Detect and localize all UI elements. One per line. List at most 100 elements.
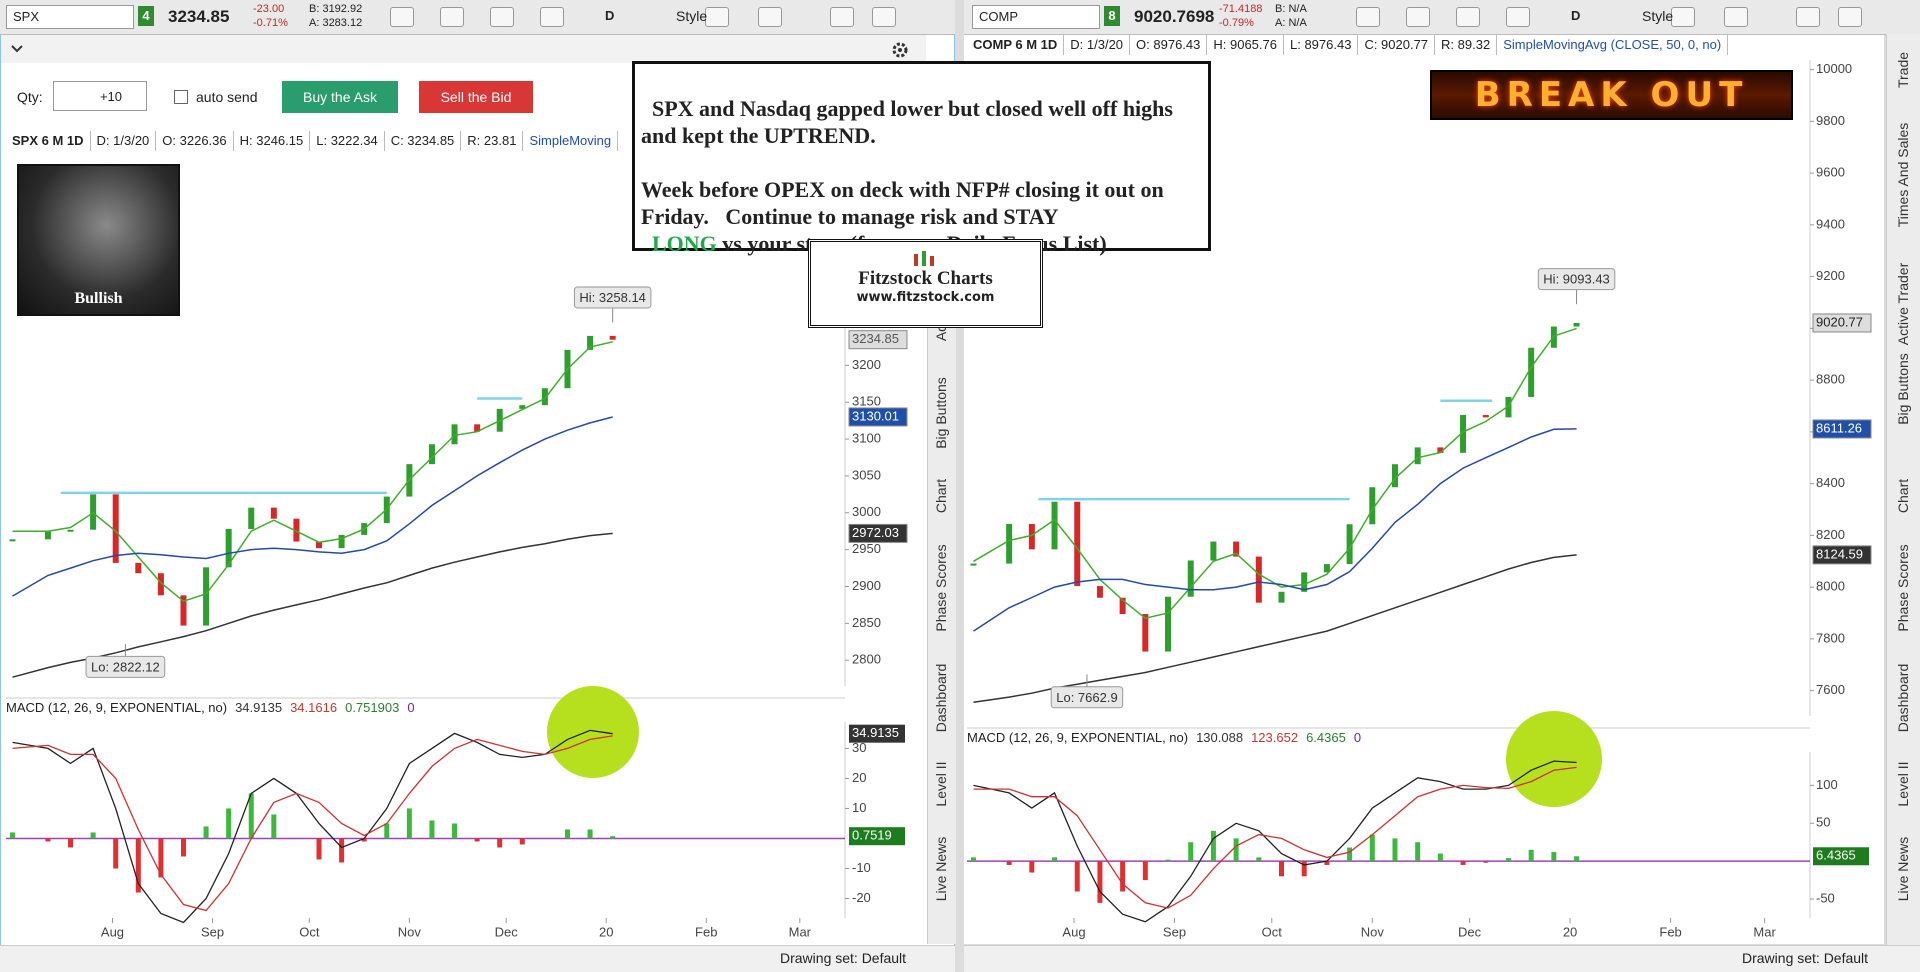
macd-header: MACD (12, 26, 9, EXPONENTIAL, no) 130.088… xyxy=(967,730,1361,745)
header-item: O: 8976.43 xyxy=(1130,35,1208,55)
side-tab[interactable]: Times And Sales xyxy=(1895,122,1911,228)
macd-title: MACD (12, 26, 9, EXPONENTIAL, no) xyxy=(6,700,228,715)
header-item: SPX 6 M 1D xyxy=(6,131,91,151)
subbar xyxy=(1,35,926,63)
header-item: C: 3234.85 xyxy=(385,131,462,151)
period-button[interactable]: D xyxy=(605,8,615,23)
toolbar-button[interactable] xyxy=(390,7,414,27)
side-tab[interactable]: Big Buttons xyxy=(1895,353,1911,425)
pct-change: -0.71% xyxy=(253,17,288,29)
header-item: L: 3222.34 xyxy=(310,131,385,151)
macd-readout: 0.751903 xyxy=(345,700,400,715)
side-tab[interactable]: Chart xyxy=(933,478,949,514)
toolbar-button[interactable] xyxy=(1356,7,1380,27)
header-item: R: 23.81 xyxy=(461,131,524,151)
side-tab[interactable]: Big Buttons xyxy=(933,377,949,449)
toolbar-button[interactable] xyxy=(1796,7,1820,27)
ask: A: 3283.12 xyxy=(309,17,363,29)
side-tab[interactable]: Chart xyxy=(1895,478,1911,514)
period-button[interactable]: D xyxy=(1571,8,1581,23)
macd-readout: 123.652 xyxy=(1251,730,1299,745)
status-bar-left xyxy=(0,945,955,972)
toolbar-button[interactable] xyxy=(705,7,729,27)
study-header: COMP 6 M 1D D: 1/3/20 O: 8976.43 H: 9065.76… xyxy=(967,34,1877,56)
toolbar-button[interactable] xyxy=(1838,7,1862,27)
settings-icon[interactable] xyxy=(890,40,910,60)
macd-readout: 0 xyxy=(407,700,415,715)
style-button[interactable]: Style xyxy=(676,8,708,24)
toolbar-button[interactable] xyxy=(1671,7,1695,27)
drawing-set: Drawing set: Default xyxy=(1742,950,1869,966)
logo-icon xyxy=(913,251,934,266)
commentary-text: Week before OPEX on deck with NFP# closi… xyxy=(641,177,1170,229)
qty-label: Qty: xyxy=(17,89,43,105)
toolbar-button[interactable] xyxy=(490,7,514,27)
toolbar-button[interactable] xyxy=(1506,7,1530,27)
drawing-set: Drawing set: Default xyxy=(780,950,907,966)
sell-button[interactable]: Sell the Bid xyxy=(419,81,533,113)
header-item: L: 8976.43 xyxy=(1284,35,1359,55)
last-price: 9020.7698 xyxy=(1134,7,1215,26)
toolbar-button[interactable] xyxy=(1724,7,1748,27)
pct-change: -0.79% xyxy=(1219,17,1254,29)
commentary-text: SPX and Nasdaq gapped lower but closed w… xyxy=(641,96,1179,148)
link-badge: 8 xyxy=(1104,6,1120,26)
side-tab[interactable]: Live News xyxy=(1895,836,1911,902)
symbol-input[interactable]: COMP xyxy=(972,5,1100,29)
macd-readout: 6.4365 xyxy=(1306,730,1346,745)
side-tab[interactable]: Level II xyxy=(1895,761,1911,807)
toolbar-button[interactable] xyxy=(540,7,564,27)
header-item: D: 1/3/20 xyxy=(91,131,157,151)
side-tab[interactable]: Phase Scores xyxy=(1895,544,1911,632)
logo-url: www.fitzstock.com xyxy=(856,290,995,305)
collapse-icon[interactable] xyxy=(10,43,24,55)
header-item: C: 9020.77 xyxy=(1358,35,1436,55)
macd-readout: 0 xyxy=(1353,730,1362,745)
status-bar-right xyxy=(964,945,1920,972)
header-item: R: 89.32 xyxy=(1435,35,1498,55)
header-item: O: 3226.36 xyxy=(156,131,234,151)
net-change: -71.4188 xyxy=(1219,3,1263,15)
toolbar-right xyxy=(964,0,1920,35)
side-tab[interactable]: Dashboard xyxy=(933,663,949,733)
side-tab[interactable]: Phase Scores xyxy=(933,544,949,632)
header-item: H: 9065.76 xyxy=(1207,35,1284,55)
header-item: SimpleMovingAvg (CLOSE, 50, 0, no) xyxy=(1497,35,1729,55)
buy-button[interactable]: Buy the Ask xyxy=(282,81,398,113)
macd-readout: 34.1616 xyxy=(290,700,338,715)
toolbar-button[interactable] xyxy=(1406,7,1430,27)
toolbar-left xyxy=(0,0,955,35)
side-tab[interactable]: Active Trader xyxy=(1895,262,1911,346)
commentary-box: SPX and Nasdaq gapped lower but closed w… xyxy=(632,61,1211,256)
header-item: D: 1/3/20 xyxy=(1064,35,1131,55)
side-tab[interactable]: Trade xyxy=(1895,51,1911,89)
symbol-input[interactable]: SPX xyxy=(6,5,134,29)
logo: Fitzstock Charts www.fitzstock.com xyxy=(808,239,1043,328)
toolbar-button[interactable] xyxy=(440,7,464,27)
toolbar-button[interactable] xyxy=(872,7,896,27)
study-header: SPX 6 M 1D D: 1/3/20 O: 3226.36 H: 3246.15 L… xyxy=(6,130,916,152)
qty-input[interactable]: +10 xyxy=(53,81,147,111)
toolbar-button[interactable] xyxy=(758,7,782,27)
header-item: SimpleMoving xyxy=(523,131,619,151)
bull-image: Bullish xyxy=(17,164,180,316)
last-price: 3234.85 xyxy=(168,7,230,26)
macd-readout: 130.088 xyxy=(1196,730,1244,745)
toolbar-button[interactable] xyxy=(830,7,854,27)
auto-send-label: auto send xyxy=(196,89,258,105)
net-change: -23.00 xyxy=(253,3,285,15)
ask: A: N/A xyxy=(1275,17,1307,29)
macd-title: MACD (12, 26, 9, EXPONENTIAL, no) xyxy=(967,730,1189,745)
commentary-highlight: LONG xyxy=(652,231,717,256)
auto-send-checkbox[interactable] xyxy=(174,90,188,104)
side-tab[interactable]: Dashboard xyxy=(1895,663,1911,733)
style-button[interactable]: Style xyxy=(1642,8,1674,24)
header-item: COMP 6 M 1D xyxy=(967,35,1065,55)
bull-caption: Bullish xyxy=(74,290,123,307)
macd-header: MACD (12, 26, 9, EXPONENTIAL, no) 34.9135… xyxy=(6,700,415,715)
side-tab[interactable]: Level II xyxy=(933,761,949,807)
logo-title: Fitzstock Charts xyxy=(858,268,993,289)
toolbar-button[interactable] xyxy=(1456,7,1480,27)
bid: B: 3192.92 xyxy=(309,3,363,15)
side-tab[interactable]: Live News xyxy=(933,836,949,902)
